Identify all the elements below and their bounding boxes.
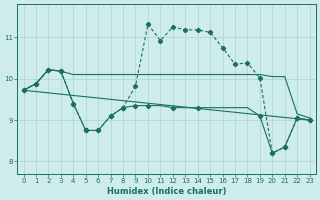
X-axis label: Humidex (Indice chaleur): Humidex (Indice chaleur) — [107, 187, 226, 196]
